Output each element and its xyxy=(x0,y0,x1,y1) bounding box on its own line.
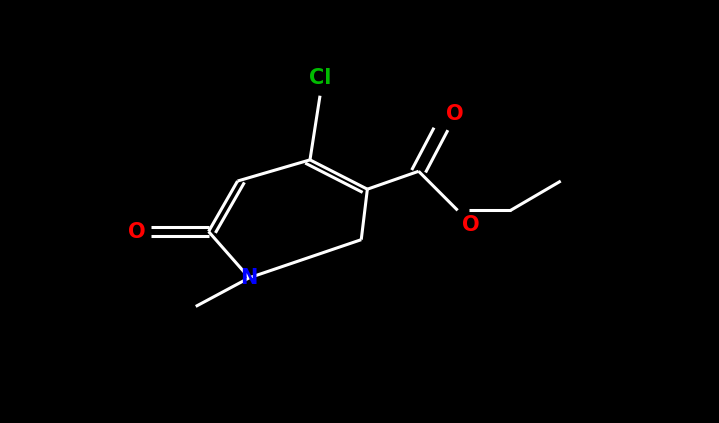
Text: O: O xyxy=(128,222,145,242)
Text: O: O xyxy=(462,215,480,235)
Text: Cl: Cl xyxy=(309,68,331,88)
Text: O: O xyxy=(446,104,464,124)
Text: N: N xyxy=(241,268,258,288)
